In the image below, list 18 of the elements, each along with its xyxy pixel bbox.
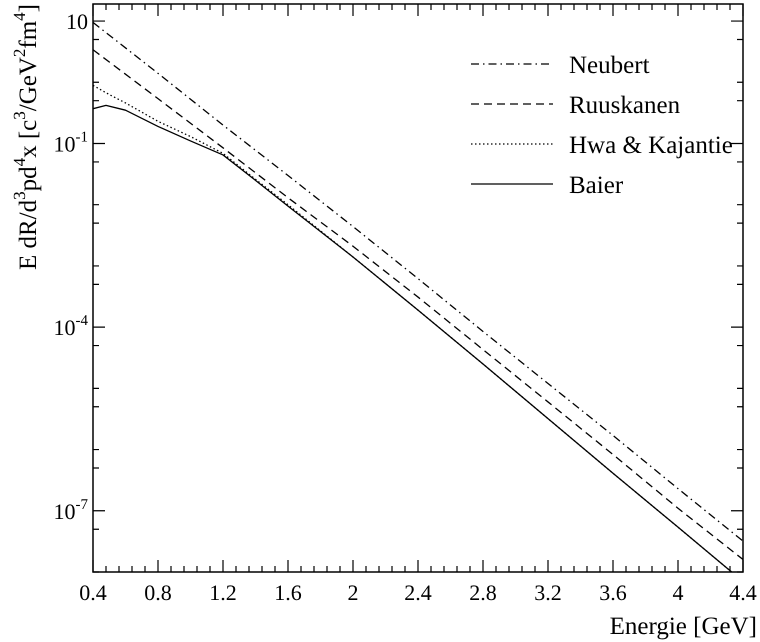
x-tick-label: 1.2	[209, 580, 237, 605]
legend-label: Hwa & Kajantie	[569, 132, 733, 159]
y-tick-label: 10	[66, 9, 88, 34]
x-axis-title: Energie [GeV]	[610, 613, 758, 640]
x-tick-label: 2	[348, 580, 358, 605]
legend-label: Baier	[569, 172, 624, 199]
x-tick-label: 2.4	[404, 580, 432, 605]
x-tick-label: 3.6	[599, 580, 627, 605]
x-tick-label: 0.8	[144, 580, 172, 605]
x-tick-label: 2.8	[469, 580, 497, 605]
x-tick-label: 4	[672, 580, 684, 605]
x-tick-label: 4.4	[729, 580, 757, 605]
x-tick-label: 3.2	[534, 580, 562, 605]
x-tick-label: 1.6	[274, 580, 302, 605]
x-tick-label: 0.4	[79, 580, 107, 605]
legend-label: Ruuskanen	[569, 92, 681, 119]
text: E dR/d3pd4x [c3/GeV2fm4]	[10, 4, 42, 270]
legend-label: Neubert	[569, 52, 650, 79]
